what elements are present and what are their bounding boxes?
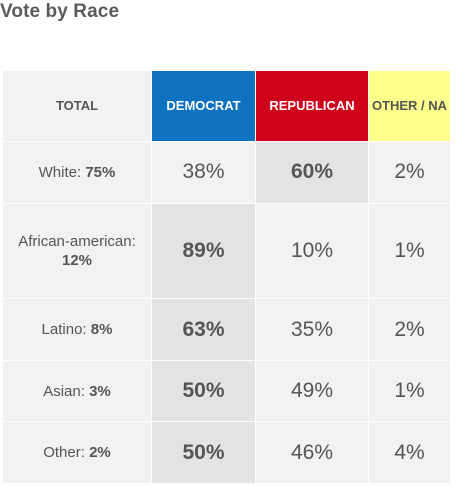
chart-title: Vote by Race: [0, 1, 120, 22]
table-row: Asian: 3% 50% 49% 1%: [2, 359, 451, 423]
democrat-cell: 63%: [151, 298, 256, 361]
democrat-cell: 89%: [151, 202, 256, 300]
republican-cell: 35%: [255, 298, 369, 361]
republican-cell: 49%: [255, 359, 369, 423]
other-cell: 4%: [368, 421, 451, 484]
row-label: White: 75%: [2, 141, 152, 204]
group-name: Latino:: [41, 321, 87, 339]
column-header-other: OTHER / NA: [368, 70, 451, 142]
table-row: Other: 2% 50% 46% 4%: [2, 421, 451, 484]
group-share: 2%: [89, 444, 111, 462]
group-name: African-american:: [18, 232, 136, 250]
group-share: 12%: [61, 251, 93, 269]
row-label: Asian: 3%: [2, 359, 152, 423]
table-row: Latino: 8% 63% 35% 2%: [2, 298, 451, 361]
democrat-cell: 50%: [151, 421, 256, 484]
table-row: African-american: 12% 89% 10% 1%: [2, 202, 451, 300]
group-share: 3%: [89, 382, 111, 400]
row-label: Other: 2%: [2, 421, 152, 484]
group-share: 8%: [90, 321, 113, 339]
democrat-cell: 50%: [151, 359, 256, 423]
republican-cell: 10%: [255, 202, 369, 300]
table-row: White: 75% 38% 60% 2%: [2, 141, 451, 204]
group-name: Other:: [43, 444, 85, 462]
republican-cell: 60%: [255, 141, 369, 204]
column-header-total: TOTAL: [2, 70, 152, 142]
group-share: 75%: [85, 163, 116, 181]
other-cell: 2%: [368, 141, 451, 204]
group-name: Asian:: [43, 382, 85, 400]
vote-by-race-table: TOTAL DEMOCRAT REPUBLICAN OTHER / NA Whi…: [2, 70, 451, 484]
other-cell: 1%: [368, 202, 451, 300]
republican-cell: 46%: [255, 421, 369, 484]
column-header-democrat: DEMOCRAT: [151, 70, 256, 142]
democrat-cell: 38%: [151, 141, 256, 204]
column-header-republican: REPUBLICAN: [255, 70, 369, 142]
row-label: African-american: 12%: [2, 202, 152, 300]
other-cell: 2%: [368, 298, 451, 361]
group-name: White:: [38, 163, 82, 181]
row-label: Latino: 8%: [2, 298, 152, 361]
other-cell: 1%: [368, 359, 451, 423]
header-row: TOTAL DEMOCRAT REPUBLICAN OTHER / NA: [2, 70, 451, 142]
